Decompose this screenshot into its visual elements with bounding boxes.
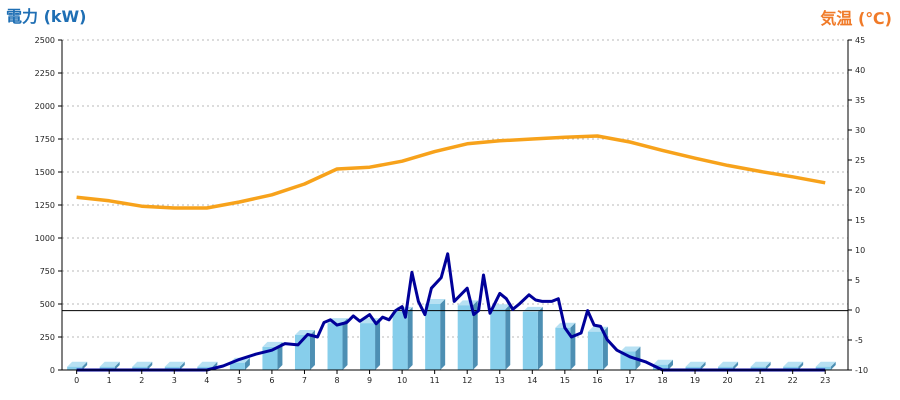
right-tick-label: 40 [855,66,865,75]
bar [783,361,804,370]
x-tick-label: 8 [334,376,339,385]
x-tick-label: 7 [302,376,307,385]
x-tick-label: 10 [397,376,407,385]
bar [522,306,543,370]
x-tick-label: 5 [237,376,242,385]
left-tick-label: 2250 [35,69,55,78]
x-tick-label: 12 [462,376,472,385]
left-tick-label: 2500 [35,36,55,45]
left-tick-label: 500 [40,300,55,309]
x-tick-label: 3 [172,376,177,385]
left-tick-label: 250 [40,333,55,342]
bar [99,361,120,370]
x-tick-label: 20 [722,376,732,385]
bar [360,318,381,370]
right-tick-label: 25 [855,156,865,165]
axes [58,39,852,374]
grid [62,39,848,338]
bar [392,306,413,370]
temperature-line [76,134,826,210]
left-tick-label: 1750 [35,135,55,144]
x-tick-label: 21 [755,376,765,385]
x-tick-label: 2 [139,376,144,385]
power-line [76,252,826,372]
left-tick-label: 1000 [35,234,55,243]
right-tick-label: 15 [855,216,865,225]
bar [685,361,706,370]
right-tick-label: 45 [855,36,865,45]
right-tick-label: 30 [855,126,865,135]
right-tick-label: 10 [855,246,865,255]
right-tick-label: -10 [855,366,868,375]
x-tick-label: 4 [204,376,209,385]
x-tick-label: 1 [107,376,112,385]
bar [164,361,185,370]
bar [425,299,446,370]
bar [815,361,836,370]
left-tick-label: 0 [50,366,55,375]
bar [132,361,153,370]
tick-labels: 02505007501000125015001750200022502500-1… [35,36,868,385]
x-tick-label: 9 [367,376,372,385]
x-tick-label: 17 [625,376,635,385]
x-tick-label: 15 [560,376,570,385]
x-tick-label: 6 [269,376,274,385]
right-tick-label: -5 [855,336,863,345]
x-tick-label: 19 [690,376,700,385]
x-tick-label: 16 [592,376,602,385]
right-tick-label: 5 [855,276,860,285]
x-tick-label: 14 [527,376,537,385]
right-tick-label: 35 [855,96,865,105]
bar [67,361,88,370]
x-tick-label: 18 [657,376,667,385]
x-tick-label: 11 [430,376,440,385]
bar [750,361,771,370]
bar [490,304,511,370]
x-tick-label: 0 [74,376,79,385]
bar-series [67,299,836,370]
x-tick-label: 23 [820,376,830,385]
right-tick-label: 20 [855,186,865,195]
right-tick-label: 0 [855,306,860,315]
bar [457,300,478,370]
left-tick-label: 1500 [35,168,55,177]
x-tick-label: 13 [495,376,505,385]
left-tick-label: 2000 [35,102,55,111]
bar [718,361,739,370]
left-axis-title: 電力 (kW) [6,7,87,26]
left-tick-label: 750 [40,267,55,276]
right-axis-title: 気温 (℃) [820,9,892,28]
line-series [76,134,826,372]
left-tick-label: 1250 [35,201,55,210]
x-tick-label: 22 [788,376,798,385]
bar [327,318,348,370]
